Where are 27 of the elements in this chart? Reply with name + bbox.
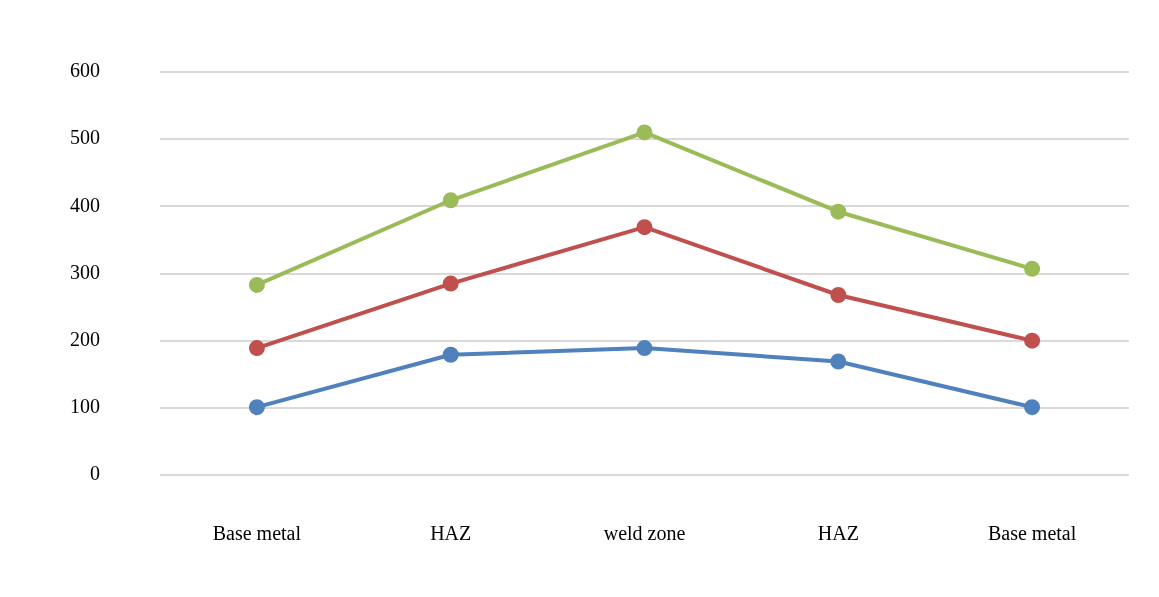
point [442, 275, 459, 292]
y-tick-label: 400 [70, 193, 100, 216]
point [1024, 332, 1041, 349]
x-tick-label: HAZ [817, 522, 859, 545]
y-tick-label: 500 [70, 126, 100, 149]
point [636, 340, 653, 357]
point [830, 353, 847, 370]
x-tick-label: Base metal [987, 522, 1077, 545]
y-tick-label: 600 [70, 59, 100, 82]
y-tick-label: 200 [70, 327, 100, 350]
point [1024, 260, 1041, 277]
point [442, 192, 459, 209]
y-tick-label: 300 [70, 260, 100, 283]
y-tick-label: 100 [70, 395, 100, 418]
point [830, 286, 847, 303]
point [830, 203, 847, 220]
point [1024, 399, 1041, 416]
point [248, 276, 265, 293]
point [248, 340, 265, 357]
point [248, 399, 265, 416]
point [636, 124, 653, 141]
y-tick-label: 0 [90, 462, 100, 485]
x-tick-label: Base metal [212, 522, 302, 545]
x-tick-label: HAZ [430, 522, 472, 545]
point [636, 219, 653, 236]
point [442, 346, 459, 363]
x-tick-label: weld zone [603, 522, 686, 545]
